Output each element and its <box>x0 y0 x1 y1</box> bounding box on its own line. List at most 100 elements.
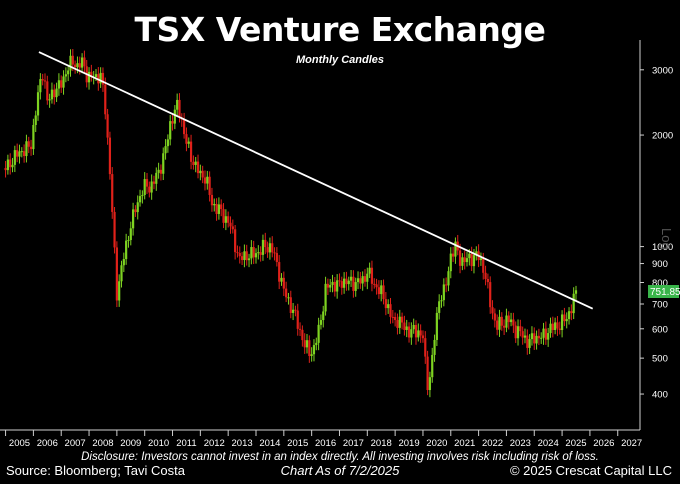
candle-body <box>215 203 218 214</box>
candle-body <box>542 328 545 338</box>
candle-body <box>324 283 327 312</box>
candle-body <box>275 253 278 263</box>
x-tick-label: 2024 <box>538 438 559 449</box>
candle-body <box>359 278 362 284</box>
y-tick-label: 2000 <box>652 131 673 142</box>
candle-body <box>326 283 329 288</box>
candle-body <box>196 161 200 174</box>
candle-body <box>34 115 37 125</box>
chart-title: TSX Venture Exchange <box>134 10 546 49</box>
x-tick-label: 2015 <box>287 438 308 449</box>
candle-body <box>238 253 241 257</box>
candle-body <box>380 285 383 295</box>
candle-body <box>185 134 188 144</box>
candle-body <box>159 169 163 174</box>
candles <box>4 49 578 398</box>
candle-body <box>206 176 209 184</box>
candle-body <box>259 252 262 255</box>
candle-body <box>454 241 457 257</box>
candle-body <box>11 164 14 168</box>
candle-body <box>572 293 575 314</box>
candle-body <box>305 340 309 348</box>
candle-body <box>254 253 258 258</box>
candle-body <box>71 55 74 65</box>
candle-body <box>489 282 492 308</box>
candle-body <box>115 247 118 301</box>
candle-body <box>382 285 385 300</box>
candle-body <box>503 325 506 328</box>
candle-body <box>319 320 323 325</box>
candle-body <box>125 240 128 260</box>
candle-body <box>312 345 316 355</box>
candle-body <box>240 256 244 261</box>
candle-body <box>74 64 77 68</box>
candle-body <box>76 63 79 68</box>
candle-body <box>261 239 265 255</box>
candle-body <box>171 121 174 124</box>
candle-body <box>257 252 260 254</box>
candle-body <box>449 253 452 272</box>
candle-body <box>145 179 149 187</box>
x-axis: 2005 2006 2007 2008 2009 2010 2011 2012 2013 2014… <box>0 429 642 449</box>
candle-body <box>32 124 35 150</box>
y-tick-label: 3000 <box>652 65 673 76</box>
candle-body <box>470 253 473 267</box>
candle-body <box>236 252 239 254</box>
candle-body <box>479 258 483 261</box>
candle-body <box>6 159 9 171</box>
candle-body <box>554 322 557 331</box>
candle-body <box>278 262 281 282</box>
candle-body <box>169 121 172 140</box>
x-tick-label: 2022 <box>482 438 503 449</box>
candle-body <box>352 276 355 291</box>
candle-body <box>106 114 109 138</box>
candle-body <box>526 335 529 348</box>
candle-body <box>366 273 369 282</box>
candle-body <box>108 137 112 175</box>
x-tick-label: 2006 <box>37 438 58 449</box>
candle-body <box>162 153 165 174</box>
candle-body <box>310 354 313 357</box>
candle-body <box>535 335 538 344</box>
candle-body <box>368 267 371 274</box>
y-tick-label: 600 <box>652 324 668 335</box>
candle-body <box>331 281 334 285</box>
candle-body <box>229 222 232 227</box>
candle-body <box>349 276 353 281</box>
candle-body <box>574 290 578 294</box>
candle-body <box>533 333 536 344</box>
candle-body <box>120 265 123 282</box>
candle-body <box>143 179 146 196</box>
candle-body <box>482 258 485 273</box>
candle-body <box>528 339 531 348</box>
candle-body <box>87 71 91 83</box>
candle-body <box>234 229 237 253</box>
candle-body <box>403 322 406 330</box>
candle-body <box>213 203 216 206</box>
candle-body <box>50 89 54 100</box>
candle-body <box>442 284 445 301</box>
candle-body <box>187 141 190 144</box>
candle-body <box>166 139 169 147</box>
candle-body <box>394 317 397 321</box>
x-tick-label: 2012 <box>204 438 225 449</box>
candle-body <box>551 323 554 331</box>
candle-body <box>396 320 399 328</box>
candle-body <box>523 335 527 338</box>
candle-body <box>544 328 547 340</box>
x-tick-label: 2010 <box>148 438 169 449</box>
candle-body <box>498 316 501 330</box>
candle-body <box>217 204 220 214</box>
candle-body <box>570 311 573 314</box>
candle-body <box>64 74 67 77</box>
candle-body <box>132 209 135 229</box>
candle-body <box>243 251 246 261</box>
candle-body <box>285 288 288 298</box>
x-tick-label: 2026 <box>593 438 614 449</box>
candle-body <box>440 300 443 302</box>
candle-body <box>122 259 125 266</box>
candle-body <box>268 243 272 253</box>
candle-body <box>519 326 522 332</box>
candle-body <box>419 330 422 336</box>
candle-body <box>303 340 306 348</box>
